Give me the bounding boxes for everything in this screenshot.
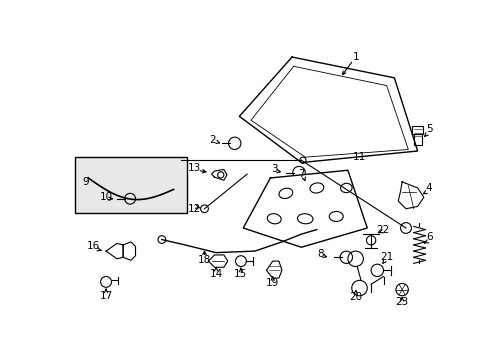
Text: 5: 5 xyxy=(425,125,432,134)
Text: 11: 11 xyxy=(352,152,366,162)
Text: 7: 7 xyxy=(298,169,304,179)
Text: 13: 13 xyxy=(187,163,201,173)
Bar xyxy=(411,126,422,134)
Text: 14: 14 xyxy=(209,269,223,279)
Text: 3: 3 xyxy=(270,165,277,175)
Text: 18: 18 xyxy=(198,255,211,265)
Text: 17: 17 xyxy=(99,291,112,301)
Text: 15: 15 xyxy=(234,269,247,279)
Text: 22: 22 xyxy=(375,225,388,235)
Text: 19: 19 xyxy=(265,278,279,288)
Text: 9: 9 xyxy=(82,177,89,187)
Text: 12: 12 xyxy=(187,204,201,214)
Text: 4: 4 xyxy=(425,183,432,193)
Text: 1: 1 xyxy=(351,52,358,62)
Text: 20: 20 xyxy=(348,292,362,302)
Text: 10: 10 xyxy=(100,192,112,202)
Text: 8: 8 xyxy=(317,249,324,259)
Polygon shape xyxy=(243,170,366,247)
Text: 16: 16 xyxy=(87,242,100,252)
Bar xyxy=(413,134,421,145)
Text: 23: 23 xyxy=(395,297,408,307)
Text: 2: 2 xyxy=(209,135,216,145)
FancyBboxPatch shape xyxy=(75,157,187,213)
Text: 6: 6 xyxy=(425,232,432,242)
Text: 21: 21 xyxy=(379,252,392,262)
